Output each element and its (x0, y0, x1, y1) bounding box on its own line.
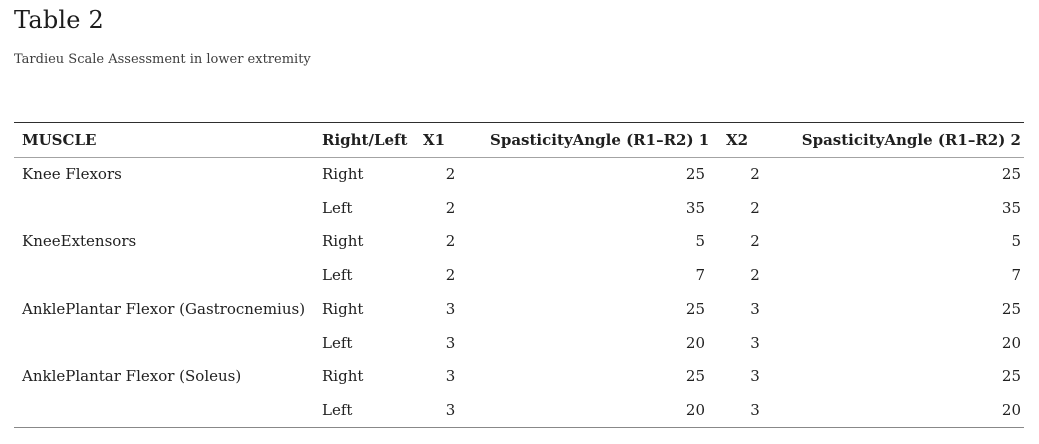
table-cell: Left (322, 400, 353, 419)
table-row: KneeExtensors Right 2 5 2 5 (14, 225, 1024, 259)
table-cell: 2 (750, 165, 760, 184)
header-row: MUSCLE Right/Left X1 SpasticityAngle (R1–R2… (14, 122, 1024, 158)
table-cell: 3 (445, 333, 456, 352)
column-header: MUSCLE (14, 122, 322, 158)
table-cell: 2 (750, 232, 760, 251)
table-cell: 20 (1001, 333, 1021, 352)
table-row: Left 2 35 2 35 (14, 191, 1024, 225)
table-cell: 2 (445, 198, 456, 217)
table-title: Table 2 (14, 6, 104, 34)
tardieu-scale-table: MUSCLE Right/Left X1 SpasticityAngle (R1–R2… (14, 122, 1024, 428)
table-cell: AnklePlantar Flexor (Soleus) (22, 367, 242, 386)
table-cell: 7 (695, 266, 705, 285)
table-cell: 3 (445, 367, 456, 386)
table-row: Knee Flexors Right 2 25 2 25 (14, 157, 1024, 191)
table-cell: 25 (1001, 299, 1021, 318)
table-row: Left 3 20 3 20 (14, 326, 1024, 360)
table-cell: 2 (750, 266, 760, 285)
table-cell: 3 (750, 299, 760, 318)
table-row: Left 2 7 2 7 (14, 258, 1024, 292)
column-header: X2 (715, 122, 795, 158)
table-cell: 5 (1011, 232, 1021, 251)
table-caption: Tardieu Scale Assessment in lower extrem… (14, 52, 311, 67)
table-cell (14, 191, 322, 225)
table-cell: Left (322, 266, 353, 285)
table-cell: Right (322, 299, 364, 318)
table-cell: 25 (685, 165, 705, 184)
table-cell: 20 (685, 333, 705, 352)
column-header: Right/Left (322, 122, 423, 158)
table-cell: 25 (1001, 367, 1021, 386)
table-cell: 2 (445, 232, 456, 251)
table-cell: 3 (750, 367, 760, 386)
table-cell: Right (322, 165, 364, 184)
column-header: SpasticityAngle (R1–R2) 2 (795, 122, 1024, 158)
table-cell: 3 (750, 400, 760, 419)
table-cell: 7 (1011, 266, 1021, 285)
column-header: SpasticityAngle (R1–R2) 1 (490, 122, 715, 158)
table-cell: Left (322, 198, 353, 217)
table-cell: 35 (1001, 198, 1021, 217)
table-cell: 20 (685, 400, 705, 419)
table-row: Left 3 20 3 20 (14, 393, 1024, 427)
table-cell: Right (322, 367, 364, 386)
table-cell: KneeExtensors (22, 232, 137, 251)
table-body: Knee Flexors Right 2 25 2 25 Left 2 35 2 35 KneeExt… (14, 157, 1024, 427)
table-cell: 3 (750, 333, 760, 352)
table-cell: 25 (1001, 165, 1021, 184)
table-cell: 25 (685, 367, 705, 386)
table-row: AnklePlantar Flexor (Gastrocnemius) Right… (14, 292, 1024, 326)
table-cell: 5 (695, 232, 705, 251)
table-cell: Knee Flexors (22, 165, 122, 184)
table-cell: 25 (685, 299, 705, 318)
table-cell (14, 258, 322, 292)
table-cell: Left (322, 333, 353, 352)
table-cell: 3 (445, 299, 456, 318)
table-cell: 2 (750, 198, 760, 217)
table-cell: Right (322, 232, 364, 251)
table-cell: 2 (445, 266, 456, 285)
table-cell: 3 (445, 400, 456, 419)
table-cell: 20 (1001, 400, 1021, 419)
table-cell (14, 393, 322, 427)
column-header: X1 (423, 122, 490, 158)
table-cell: 35 (685, 198, 705, 217)
table-cell: 2 (445, 165, 456, 184)
table-cell (14, 326, 322, 360)
table-row: AnklePlantar Flexor (Soleus) Right 3 25 3 25 (14, 360, 1024, 394)
table-cell: AnklePlantar Flexor (Gastrocnemius) (22, 299, 306, 318)
